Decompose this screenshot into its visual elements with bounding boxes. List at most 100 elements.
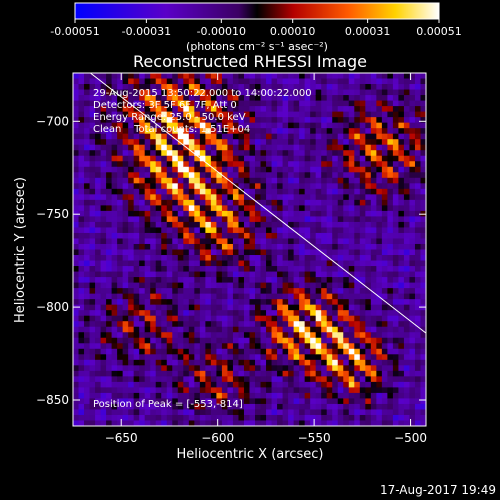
heatmap-cell xyxy=(354,260,361,267)
heatmap-cell xyxy=(144,376,151,383)
heatmap-cell xyxy=(117,376,124,383)
heatmap-cell xyxy=(199,210,206,217)
heatmap-cell xyxy=(304,310,311,317)
heatmap-cell xyxy=(299,359,306,366)
heatmap-cell xyxy=(420,117,426,124)
heatmap-cell xyxy=(243,166,250,173)
heatmap-cell xyxy=(73,282,79,289)
heatmap-cell xyxy=(398,337,405,344)
heatmap-cell xyxy=(150,95,157,101)
heatmap-cell xyxy=(95,210,101,217)
heatmap-cell xyxy=(243,354,250,361)
heatmap-cell xyxy=(111,238,118,245)
heatmap-cell xyxy=(376,414,383,421)
heatmap-cell xyxy=(420,188,426,195)
heatmap-cell xyxy=(172,106,179,113)
heatmap-cell xyxy=(183,128,190,135)
heatmap-cell xyxy=(183,387,190,394)
heatmap-cell xyxy=(409,221,416,228)
heatmap-cell xyxy=(166,84,173,90)
heatmap-cell xyxy=(216,73,223,79)
heatmap-cell xyxy=(387,266,394,272)
heatmap-cell xyxy=(365,326,372,333)
heatmap-cell xyxy=(271,243,278,250)
heatmap-cell xyxy=(288,321,295,328)
heatmap-cell xyxy=(381,359,388,366)
heatmap-cell xyxy=(348,161,355,168)
heatmap-cell xyxy=(403,128,410,135)
heatmap-cell xyxy=(304,194,311,201)
heatmap-cell xyxy=(266,232,272,239)
heatmap-cell xyxy=(238,249,245,256)
heatmap-cell xyxy=(315,376,322,383)
heatmap-cell xyxy=(122,420,129,426)
heatmap-cell xyxy=(392,106,399,113)
heatmap-cell xyxy=(122,337,129,344)
annotation-clean-counts: Clean Total counts: 1.51E+04 xyxy=(93,124,250,135)
heatmap-cell xyxy=(232,117,239,124)
heatmap-cell xyxy=(326,293,333,300)
heatmap-cell xyxy=(122,365,129,372)
heatmap-cell xyxy=(183,210,190,217)
heatmap-cell xyxy=(150,304,157,311)
heatmap-cell xyxy=(299,177,306,184)
heatmap-cell xyxy=(370,354,377,361)
heatmap-cell xyxy=(95,288,101,295)
heatmap-cell xyxy=(166,381,173,388)
heatmap-cell xyxy=(155,260,162,267)
heatmap-cell xyxy=(332,409,339,416)
heatmap-cell xyxy=(321,376,328,383)
heatmap-cell xyxy=(155,106,162,113)
heatmap-cell xyxy=(370,232,377,239)
heatmap-cell xyxy=(210,100,217,107)
heatmap-cell xyxy=(150,216,157,223)
heatmap-cell xyxy=(122,199,129,206)
heatmap-cell xyxy=(277,321,283,328)
heatmap-cell xyxy=(139,95,146,101)
heatmap-cell xyxy=(310,128,317,135)
heatmap-cell xyxy=(249,150,256,157)
heatmap-cell xyxy=(370,128,377,135)
heatmap-cell xyxy=(293,243,300,250)
heatmap-cell xyxy=(282,266,289,272)
heatmap-cell xyxy=(260,172,267,179)
heatmap-cell xyxy=(177,370,184,377)
heatmap-cell xyxy=(414,409,421,416)
heatmap-cell xyxy=(243,326,250,333)
heatmap-cell xyxy=(255,266,261,272)
heatmap-cell xyxy=(177,420,184,426)
heatmap-cell xyxy=(139,161,146,168)
heatmap-cell xyxy=(403,293,410,300)
heatmap-cell xyxy=(205,73,212,79)
heatmap-cell xyxy=(95,161,101,168)
heatmap-cell xyxy=(205,128,212,135)
heatmap-cell xyxy=(387,348,394,355)
heatmap-cell xyxy=(243,128,250,135)
heatmap-cell xyxy=(216,155,223,162)
heatmap-cell xyxy=(177,315,184,322)
heatmap-cell xyxy=(260,227,267,234)
heatmap-cell xyxy=(398,166,405,173)
heatmap-cell xyxy=(243,122,250,129)
heatmap-cell xyxy=(293,277,300,283)
heatmap-cell xyxy=(122,310,129,317)
heatmap-cell xyxy=(155,354,162,361)
heatmap-cell xyxy=(326,188,333,195)
heatmap-cell xyxy=(249,381,256,388)
heatmap-cell xyxy=(172,199,179,206)
heatmap-cell xyxy=(288,122,295,129)
heatmap-cell xyxy=(78,194,85,201)
heatmap-cell xyxy=(392,271,399,278)
heatmap-cell xyxy=(249,315,256,322)
heatmap-cell xyxy=(315,232,322,239)
heatmap-cell xyxy=(155,337,162,344)
heatmap-cell xyxy=(387,106,394,113)
heatmap-cell xyxy=(111,150,118,157)
heatmap-cell xyxy=(381,210,388,217)
heatmap-cell xyxy=(161,111,168,118)
heatmap-cell xyxy=(260,139,267,146)
heatmap-cell xyxy=(392,282,399,289)
heatmap-cell xyxy=(343,150,350,157)
heatmap-cell xyxy=(299,89,306,96)
heatmap-cell xyxy=(177,293,184,300)
